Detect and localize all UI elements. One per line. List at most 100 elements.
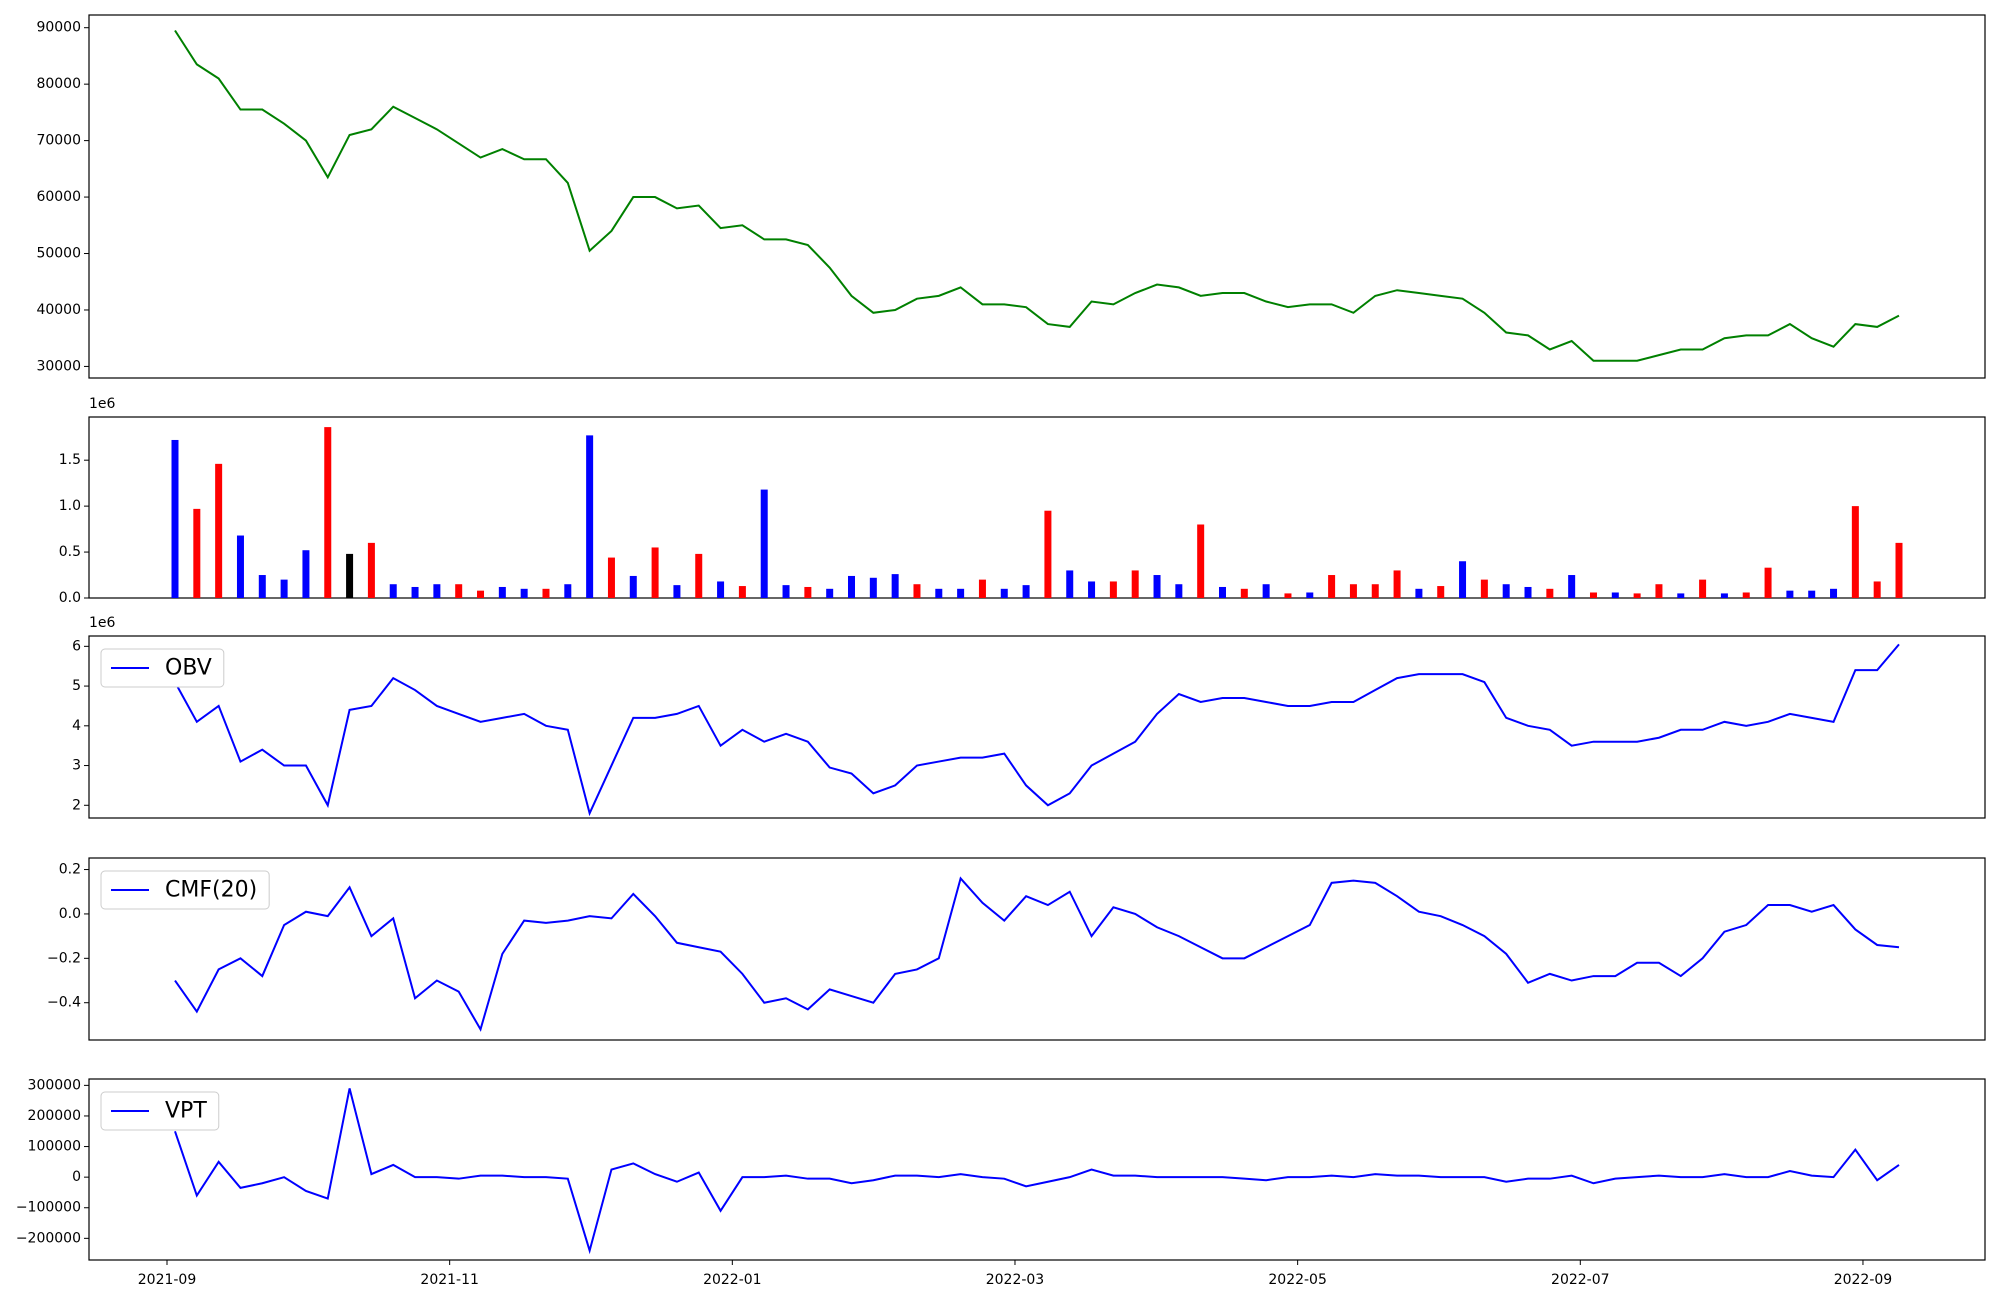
y-tick-label: 70000: [36, 133, 81, 149]
y-tick-label: −0.4: [47, 995, 81, 1011]
x-tick-label: 2022-07: [1551, 1272, 1610, 1288]
bar: [258, 575, 266, 598]
bar: [607, 557, 615, 598]
y-tick-label: 0.5: [59, 544, 81, 560]
bar: [978, 579, 986, 598]
plot-frame: [88, 635, 1986, 819]
bar: [411, 586, 419, 598]
legend: CMF(20): [100, 870, 270, 910]
bar: [760, 489, 768, 598]
y-tick-label: −0.2: [47, 950, 81, 966]
bar: [651, 547, 659, 598]
bar: [586, 435, 594, 598]
bar: [1480, 579, 1488, 598]
y-tick-label: 100000: [28, 1139, 81, 1155]
y-tick-label: 90000: [36, 20, 81, 36]
bar: [1589, 592, 1597, 598]
line: [174, 876, 1900, 1032]
plot-frame: [88, 416, 1986, 599]
bar: [280, 579, 288, 598]
legend-box: [100, 1091, 220, 1131]
bar: [738, 586, 746, 598]
bar: [542, 588, 550, 598]
bar: [1175, 584, 1183, 598]
x-tick-label: 2022-03: [986, 1272, 1045, 1288]
bar: [1131, 570, 1139, 598]
bar: [1677, 593, 1685, 598]
bar: [1284, 593, 1292, 598]
bar: [477, 590, 485, 598]
bar: [1633, 593, 1641, 598]
bar: [1720, 593, 1728, 598]
bar: [935, 588, 943, 598]
bar: [848, 575, 856, 598]
bar: [1022, 585, 1030, 598]
y-tick-label: 30000: [36, 358, 81, 374]
bar: [1611, 592, 1619, 598]
y-tick-label: 0.0: [59, 906, 81, 922]
legend: OBV: [100, 648, 225, 688]
y-tick-label: 4: [72, 718, 81, 734]
y-tick-label: 300000: [28, 1077, 81, 1093]
bar: [957, 588, 965, 598]
bar: [1568, 575, 1576, 598]
axis-offset: 1e6: [89, 396, 116, 412]
bar: [1502, 584, 1510, 598]
bar: [1873, 581, 1881, 598]
legend-label: CMF(20): [165, 878, 257, 903]
bar: [367, 542, 375, 598]
bar: [1262, 584, 1270, 598]
bar: [1066, 570, 1074, 598]
y-tick-label: 60000: [36, 189, 81, 205]
bar: [1437, 586, 1445, 598]
bar: [1808, 590, 1816, 598]
line: [174, 29, 1900, 362]
bar: [171, 439, 179, 598]
bar: [1895, 542, 1903, 598]
bar: [1699, 579, 1707, 598]
plot-frame: [88, 1078, 1986, 1261]
y-tick-label: 2: [72, 797, 81, 813]
bar: [782, 585, 790, 598]
legend: VPT: [100, 1091, 220, 1131]
bar: [1742, 592, 1750, 598]
bar: [433, 584, 441, 598]
x-tick-label: 2022-05: [1268, 1272, 1327, 1288]
y-tick-label: 200000: [28, 1108, 81, 1124]
y-tick-label: 80000: [36, 76, 81, 92]
bar: [1830, 588, 1838, 598]
bar: [520, 588, 528, 598]
bar: [1109, 581, 1117, 598]
bar: [1044, 510, 1052, 598]
bar: [1851, 506, 1859, 598]
y-tick-label: 0.2: [59, 862, 81, 878]
bar: [564, 584, 572, 598]
y-tick-label: 6: [72, 638, 81, 654]
bar: [913, 584, 921, 598]
legend-label: VPT: [165, 1099, 207, 1124]
bar: [1153, 575, 1161, 598]
bar: [302, 550, 310, 598]
bar: [498, 586, 506, 598]
y-tick-label: −200000: [16, 1230, 81, 1246]
y-tick-label: 0: [72, 1169, 81, 1185]
bar: [324, 427, 332, 598]
bar: [1306, 592, 1314, 598]
bar: [1786, 590, 1794, 598]
bar: [215, 463, 223, 598]
bar: [1393, 570, 1401, 598]
bar: [695, 553, 703, 598]
x-tick-label: 2021-11: [420, 1272, 479, 1288]
bar: [1415, 588, 1423, 598]
bar: [1328, 575, 1336, 598]
legend-box: [100, 648, 225, 688]
bar: [1349, 584, 1357, 598]
bar: [1546, 588, 1554, 598]
bar: [1218, 586, 1226, 598]
plot-frame: [88, 14, 1986, 379]
bar: [826, 588, 834, 598]
bar: [1764, 567, 1772, 598]
bar: [869, 577, 877, 598]
legend-box: [100, 870, 270, 910]
